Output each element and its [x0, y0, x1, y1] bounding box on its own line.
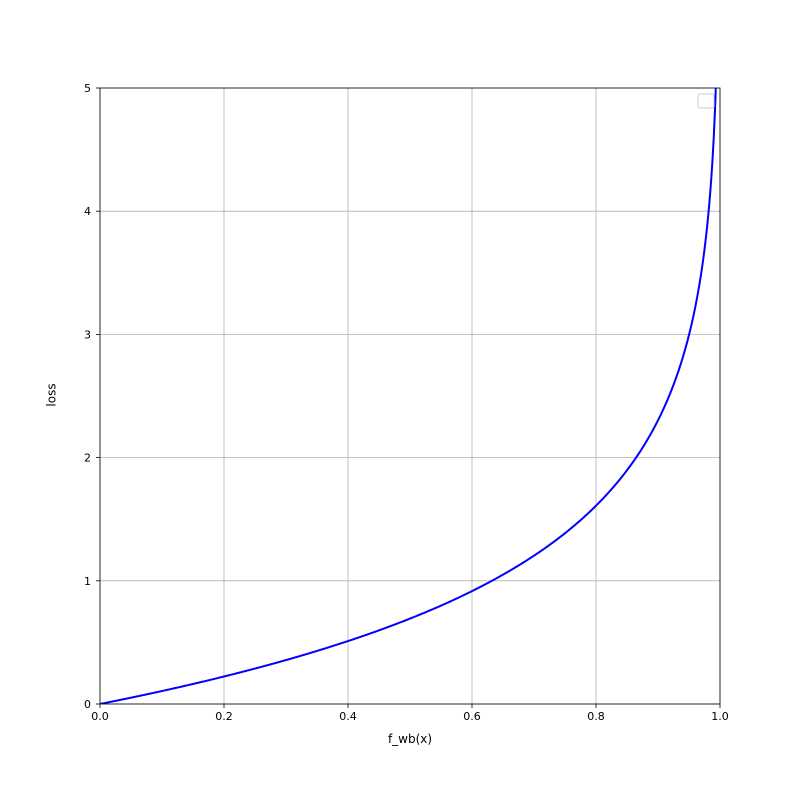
y-tick-label: 5: [84, 82, 91, 95]
x-tick-label: 0.2: [215, 710, 233, 723]
y-axis-label: loss: [45, 383, 59, 406]
y-tick-label: 1: [84, 575, 91, 588]
chart-svg: 0.0 0.2 0.4 0.6 0.8 1.0 0 1 2 3 4 5: [0, 0, 800, 800]
x-tick-label: 0.8: [587, 710, 605, 723]
x-tick-label: 1.0: [711, 710, 729, 723]
x-tick-label: 0.0: [91, 710, 109, 723]
chart-figure: 0.0 0.2 0.4 0.6 0.8 1.0 0 1 2 3 4 5 loss f_wb(x): [0, 0, 800, 800]
y-tick-label: 3: [84, 328, 91, 341]
legend-box: [698, 94, 714, 108]
y-tick-label: 2: [84, 452, 91, 465]
x-axis-label: f_wb(x): [380, 732, 440, 746]
y-tick-label: 0: [84, 698, 91, 711]
y-tick-label: 4: [84, 205, 91, 218]
x-tick-label: 0.6: [463, 710, 481, 723]
x-tick-label: 0.4: [339, 710, 357, 723]
